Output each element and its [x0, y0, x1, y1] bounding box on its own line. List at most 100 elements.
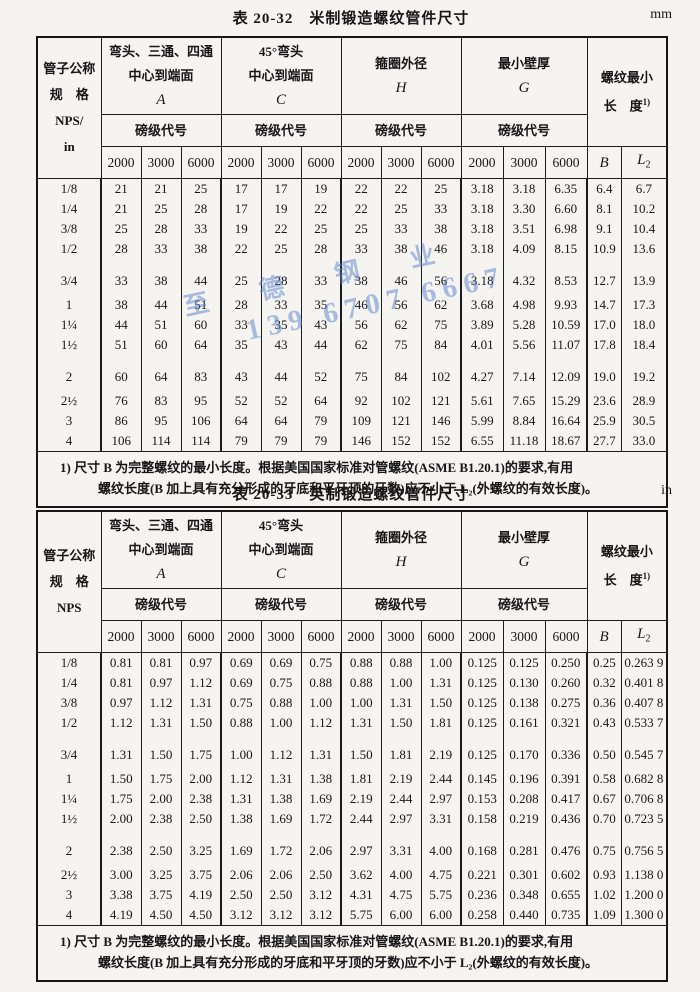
table-row: 3 3.38 3.75 4.19 2.50 2.50 3.12 4.31 4.75 5.75 0.2…: [37, 885, 668, 905]
value-cell: 25: [340, 219, 381, 239]
value-cell: 25: [140, 199, 181, 219]
value-cell: 1.31: [140, 713, 181, 733]
value-cell: 64: [220, 411, 261, 431]
value-cell: 3.18: [460, 199, 504, 219]
table-row: 1/8 0.81 0.81 0.97 0.69 0.69 0.75 0.88 0.88 1.00 0…: [37, 652, 668, 673]
class-header: 2000: [340, 620, 382, 653]
value-cell: 0.723 5: [620, 809, 668, 829]
value-cell: 4.00: [420, 829, 462, 865]
value-cell: 44: [260, 355, 301, 391]
nps-cell: 1½: [60, 337, 78, 352]
value-cell: 1.50: [140, 733, 181, 769]
value-cell: 114: [140, 431, 181, 452]
value-cell: 0.81: [140, 652, 181, 673]
value-cell: 33.0: [620, 431, 668, 452]
value-cell: 0.436: [544, 809, 588, 829]
value-cell: 3.31: [380, 829, 421, 865]
class-header: 3000: [260, 620, 302, 653]
table-row: 1 1.50 1.75 2.00 1.12 1.31 1.38 1.81 2.19 2.44 0.1…: [37, 769, 668, 789]
value-cell: 0.250: [544, 652, 588, 673]
value-cell: 64: [260, 411, 301, 431]
value-cell: 52: [260, 391, 301, 411]
value-cell: 60: [140, 335, 181, 355]
value-cell: 35: [260, 315, 301, 335]
value-cell: 4.32: [502, 259, 546, 295]
value-cell: 1.38: [220, 809, 261, 829]
value-cell: 0.125: [460, 693, 504, 713]
nps-cell: 2: [65, 369, 73, 384]
value-cell: 6.35: [544, 178, 588, 199]
class-header: 6000: [300, 146, 342, 179]
value-cell: 3.68: [460, 295, 504, 315]
value-cell: 1.31: [100, 733, 141, 769]
b-column-header: B: [586, 620, 622, 653]
footnote-line: 螺纹长度(B 加上具有充分形成的牙底和平牙顶的牙数)应不小于 L₂(外螺纹的有效…: [98, 481, 599, 496]
value-cell: 3.31: [420, 809, 462, 829]
value-cell: 84: [380, 355, 421, 391]
nps-cell: 2½: [60, 867, 78, 882]
value-cell: 1.00: [220, 733, 261, 769]
value-cell: 0.93: [586, 865, 622, 885]
value-cell: 0.476: [544, 829, 588, 865]
table-row: 4 4.19 4.50 4.50 3.12 3.12 3.12 5.75 6.00 6.00 0.2…: [37, 905, 668, 926]
table-row: 3 86 95 106 64 64 79 109 121 146 5.99 8.84 16.64 25.9…: [37, 411, 668, 431]
value-cell: 75: [380, 335, 421, 355]
class-header: 3000: [140, 620, 182, 653]
value-cell: 38: [420, 219, 462, 239]
value-cell: 17.0: [586, 315, 622, 335]
value-cell: 0.88: [340, 652, 381, 673]
group-header-45-elbow: 45°弯头 中心到端面 C: [220, 36, 342, 115]
value-cell: 33: [100, 259, 141, 295]
value-cell: 2.50: [140, 829, 181, 865]
value-cell: 2.06: [220, 865, 261, 885]
value-cell: 22: [340, 178, 381, 199]
value-cell: 79: [300, 431, 341, 452]
value-cell: 1.00: [300, 693, 341, 713]
value-cell: 6.4: [586, 178, 622, 199]
group-header-band-od: 箍圈外径 H: [340, 510, 462, 589]
value-cell: 1.38: [260, 789, 301, 809]
l2-column-header: L2: [620, 146, 668, 179]
value-cell: 51: [180, 295, 221, 315]
value-cell: 2.97: [420, 789, 462, 809]
value-cell: 0.125: [502, 652, 546, 673]
value-cell: 0.263 9: [620, 652, 668, 673]
value-cell: 2.50: [220, 885, 261, 905]
value-cell: 0.417: [544, 789, 588, 809]
value-cell: 28: [100, 239, 141, 259]
value-cell: 4.75: [380, 885, 421, 905]
value-cell: 3.18: [460, 219, 504, 239]
pound-class-header-c: 磅级代号: [220, 588, 342, 621]
value-cell: 33: [180, 219, 221, 239]
value-cell: 0.221: [460, 865, 504, 885]
value-cell: 0.81: [100, 673, 141, 693]
value-cell: 0.281: [502, 829, 546, 865]
value-cell: 0.43: [586, 713, 622, 733]
value-cell: 22: [300, 199, 341, 219]
value-cell: 38: [100, 295, 141, 315]
nps-cell: 1: [65, 771, 73, 786]
table1-title-text: 米制锻造螺纹管件尺寸: [309, 11, 470, 27]
table-row: 3/8 0.97 1.12 1.31 0.75 0.88 1.00 1.00 1.31 1.50 0…: [37, 693, 668, 713]
value-cell: 0.391: [544, 769, 588, 789]
value-cell: 0.88: [260, 693, 301, 713]
group-header-elbow-tee-cross: 弯头、三通、四通 中心到端面 A: [100, 510, 222, 589]
nps-cell: 3/8: [60, 695, 78, 710]
nps-cell: 2: [65, 843, 73, 858]
value-cell: 121: [380, 411, 421, 431]
value-cell: 22: [380, 178, 421, 199]
nps-cell: 1/4: [60, 675, 78, 690]
value-cell: 0.301: [502, 865, 546, 885]
nps-cell: 3: [65, 887, 73, 902]
value-cell: 0.682 8: [620, 769, 668, 789]
value-cell: 1.31: [300, 733, 341, 769]
value-cell: 2.50: [260, 885, 301, 905]
value-cell: 0.88: [300, 673, 341, 693]
table2-footnote: 1) 尺寸 B 为完整螺纹的最小长度。根据美国国家标准对管螺纹(ASME B1.…: [37, 925, 668, 981]
value-cell: 2.50: [300, 865, 341, 885]
value-cell: 0.260: [544, 673, 588, 693]
table-row: 1¼ 44 51 60 33 35 43 56 62 75 3.89 5.28 10.59 17.0 18.…: [37, 315, 668, 335]
value-cell: 12.09: [544, 355, 588, 391]
value-cell: 25: [100, 219, 141, 239]
value-cell: 17: [260, 178, 301, 199]
